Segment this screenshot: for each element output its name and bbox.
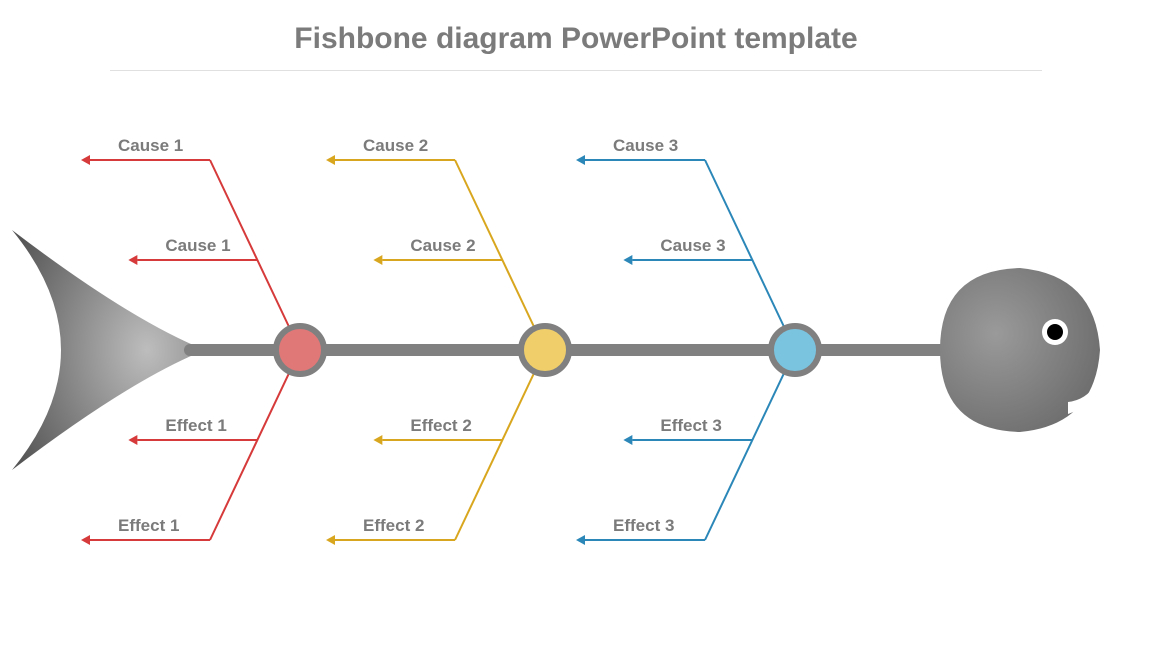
branch-label: Cause 3 xyxy=(660,236,725,256)
branch-label: Effect 2 xyxy=(363,516,424,536)
branch-label: Effect 2 xyxy=(410,416,471,436)
branch-label: Cause 1 xyxy=(165,236,230,256)
branch-label: Cause 3 xyxy=(613,136,678,156)
fishbone-diagram xyxy=(0,0,1152,648)
branch-label: Effect 3 xyxy=(660,416,721,436)
branch-label: Cause 2 xyxy=(410,236,475,256)
branch-label: Cause 2 xyxy=(363,136,428,156)
branch-label: Effect 3 xyxy=(613,516,674,536)
branch-label: Effect 1 xyxy=(165,416,226,436)
branch-label: Effect 1 xyxy=(118,516,179,536)
branch-label: Cause 1 xyxy=(118,136,183,156)
